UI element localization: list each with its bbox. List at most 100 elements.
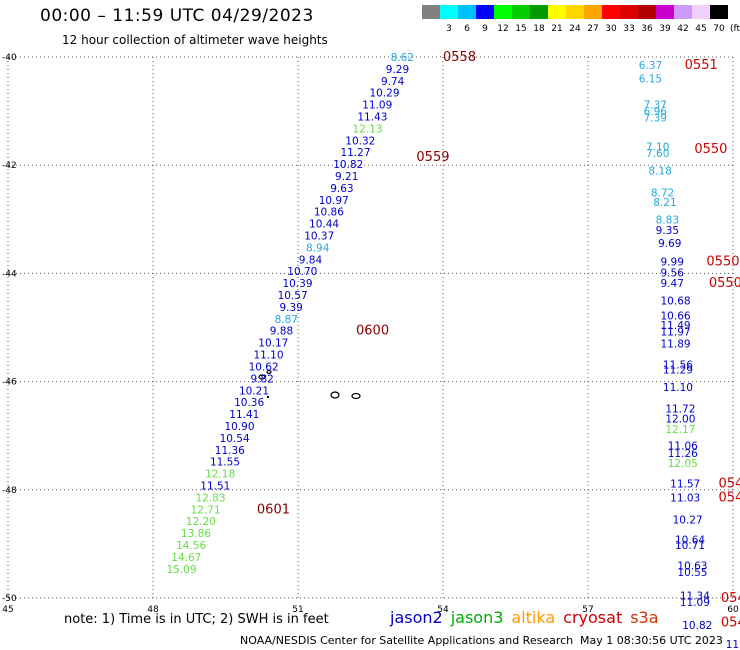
pass-time-label: 0549	[719, 476, 740, 491]
wave-height-value: 10.54	[220, 433, 250, 445]
wave-height-value: 11.72	[665, 404, 695, 416]
color-swatch	[422, 5, 440, 19]
wave-height-value: 10.68	[661, 295, 691, 307]
island-dot	[267, 396, 269, 398]
wave-height-value: 11.34	[680, 590, 710, 602]
wave-height-value: 11.27	[340, 147, 370, 159]
pass-time-label: 0551	[685, 58, 718, 73]
lon-tick-label: 57	[582, 605, 593, 615]
wave-height-value: 15.09	[166, 564, 196, 576]
pass-time-label: 0559	[416, 150, 449, 165]
wave-height-value: 12.20	[186, 516, 216, 528]
wave-height-value: 6.96	[644, 106, 668, 118]
wave-height-value: 10.27	[673, 515, 703, 527]
color-swatch	[692, 5, 710, 19]
wave-height-value: 10.63	[677, 561, 707, 573]
page-title: 00:00 – 11:59 UTC 04/29/2023	[40, 6, 314, 26]
color-scale-label: 42	[677, 24, 688, 34]
pass-time-label: 0550	[706, 254, 739, 269]
wave-height-value: 10.86	[314, 207, 344, 219]
wave-height-value: 11.09	[680, 597, 710, 609]
color-scale-label: 9	[482, 24, 488, 34]
lon-tick-label: 45	[2, 605, 13, 615]
wave-height-value: 9.74	[381, 76, 405, 88]
wave-height-value: 13.86	[181, 528, 211, 540]
page-subtitle: 12 hour collection of altimeter wave hei…	[62, 33, 328, 47]
color-scale-label: 6	[464, 24, 470, 34]
wave-height-value: 9.69	[658, 238, 681, 250]
wave-height-value: 9.21	[335, 171, 358, 183]
wave-height-value: 9.39	[279, 302, 302, 314]
pass-time-label: 0550	[709, 276, 740, 291]
wave-height-value: 14.56	[176, 540, 206, 552]
color-swatch	[440, 5, 458, 19]
footnote: note: 1) Time is in UTC; 2) SWH is in fe…	[64, 612, 329, 627]
wave-height-value: 8.21	[653, 197, 676, 209]
wave-height-value: 11.56	[663, 359, 693, 371]
wave-height-value: 7.37	[644, 100, 667, 112]
lon-tick-label: 51	[292, 605, 303, 615]
lat-tick-label: -48	[2, 486, 17, 496]
wave-height-value: 9.88	[270, 326, 293, 338]
wave-height-value: 10.82	[333, 159, 363, 171]
generated-timestamp: May 1 08:30:56 UTC 2023	[580, 634, 723, 647]
wave-height-value: 9.82	[250, 373, 273, 385]
wave-height-value: 10.71	[675, 540, 705, 552]
wave-height-value: 11.10	[253, 350, 283, 362]
wave-height-value: 9.47	[661, 278, 684, 290]
wave-height-value: 9.63	[330, 183, 353, 195]
color-swatch	[656, 5, 674, 19]
wave-height-value: 11.49	[661, 320, 691, 332]
wave-height-value: 10.37	[304, 231, 334, 243]
wave-height-value: 11.26	[668, 448, 698, 460]
credit-line: NOAA/NESDIS Center for Satellite Applica…	[240, 634, 574, 647]
color-swatch	[584, 5, 602, 19]
wave-height-value: 11.	[726, 639, 740, 650]
wave-height-value: 8.62	[391, 52, 414, 64]
color-swatch	[476, 5, 494, 19]
wave-height-value: 11.06	[668, 440, 698, 452]
color-swatch	[674, 5, 692, 19]
wave-height-value: 12.13	[353, 123, 383, 135]
wave-height-value: 11.55	[210, 457, 240, 469]
wave-height-value: 9.99	[661, 256, 684, 268]
lat-tick-label: -50	[2, 594, 17, 604]
color-swatch	[548, 5, 566, 19]
color-swatch	[620, 5, 638, 19]
wave-height-value: 12.00	[665, 413, 695, 425]
wave-height-value: 10.57	[278, 290, 308, 302]
color-scale-label: 24	[569, 24, 581, 34]
wave-height-value: 11.51	[200, 480, 230, 492]
wave-height-value: 9.29	[386, 64, 409, 76]
color-swatch	[530, 5, 548, 19]
wave-height-value: 8.94	[306, 242, 330, 254]
island-outline	[258, 374, 266, 380]
wave-height-value: 10.55	[677, 567, 707, 579]
wave-height-value: 8.18	[648, 166, 671, 178]
wave-height-value: 11.03	[670, 492, 700, 504]
wave-height-value: 10.29	[369, 88, 399, 100]
wave-height-value: 6.15	[639, 74, 662, 86]
satellite-legend-entry: altika	[511, 608, 556, 627]
wave-height-value: 10.66	[661, 311, 691, 323]
wave-height-value: 10.21	[239, 385, 269, 397]
wave-height-value: 11.41	[229, 409, 259, 421]
satellite-legend-entry: cryosat	[563, 608, 623, 627]
wave-height-value: 12.83	[195, 492, 225, 504]
color-scale-label: 45	[695, 24, 706, 34]
satellite-legend: jason2 jason3 altika cryosat s3a	[390, 608, 667, 627]
lat-tick-label: -44	[2, 269, 17, 279]
color-scale-label: 18	[533, 24, 545, 34]
wave-height-value: 10.17	[258, 338, 288, 350]
color-scale-label: 21	[551, 24, 562, 34]
wave-height-value: 11.57	[670, 478, 700, 490]
wave-height-value: 9.35	[656, 225, 679, 237]
satellite-legend-entry: s3a	[630, 608, 659, 627]
color-scale-label: 12	[497, 24, 508, 34]
wave-height-value: 11.43	[357, 112, 387, 124]
island-outline	[266, 369, 272, 375]
wave-height-value: 10.32	[345, 135, 375, 147]
wave-height-value: 10.64	[675, 535, 705, 547]
wave-height-value: 10.70	[287, 266, 317, 278]
